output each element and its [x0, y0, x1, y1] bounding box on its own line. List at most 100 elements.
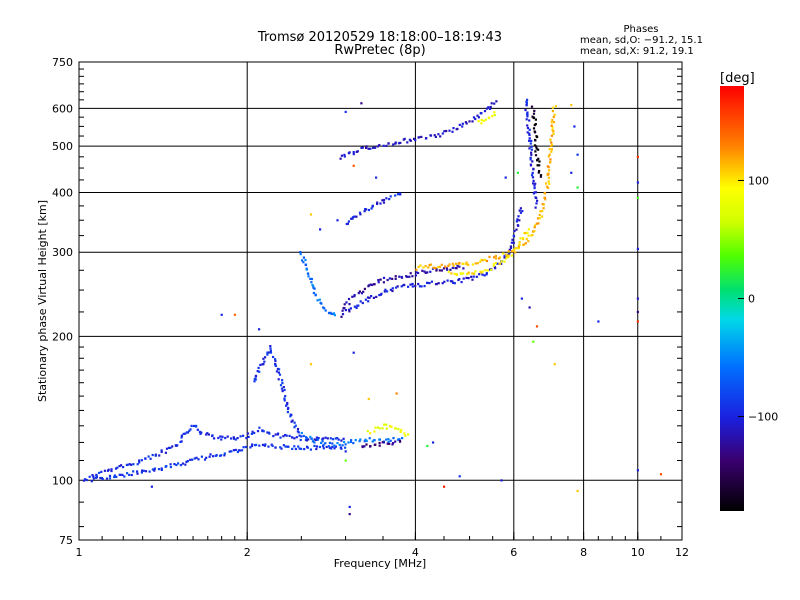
echo-point — [510, 241, 513, 244]
colorbar-tick-label: 100 — [748, 174, 769, 187]
echo-point — [302, 434, 305, 438]
echo-point — [384, 288, 387, 291]
echo-point — [432, 441, 435, 444]
echo-point — [300, 431, 303, 435]
echo-point — [351, 217, 354, 220]
echo-point — [330, 447, 333, 450]
echo-point — [257, 366, 260, 369]
echo-point — [385, 427, 388, 430]
echo-point — [322, 437, 325, 440]
echo-point — [538, 164, 541, 167]
echo-point — [254, 374, 258, 377]
echo-point — [348, 151, 351, 154]
echo-point — [118, 465, 121, 468]
echo-point — [88, 475, 91, 478]
echo-point — [524, 232, 527, 235]
echo-point — [277, 378, 280, 381]
echo-point — [534, 150, 537, 153]
echo-point — [298, 434, 301, 437]
echo-point — [363, 210, 366, 213]
echo-point — [286, 401, 289, 405]
echo-point — [100, 470, 103, 473]
echo-point — [373, 283, 376, 286]
echo-point — [484, 118, 487, 121]
echo-point — [263, 444, 266, 447]
echo-point — [239, 435, 242, 438]
echo-point — [373, 439, 376, 442]
echo-point — [392, 143, 395, 146]
echo-point — [382, 144, 385, 147]
echo-point — [550, 143, 554, 146]
echo-point — [398, 438, 401, 441]
echo-point — [191, 458, 194, 461]
echo-point — [177, 462, 180, 465]
echo-point — [242, 434, 245, 437]
echo-point — [314, 438, 318, 441]
echo-point — [526, 131, 529, 134]
echo-point — [378, 444, 381, 447]
echo-point — [526, 98, 529, 101]
echo-point — [535, 147, 538, 150]
echo-point — [449, 280, 452, 283]
echo-point — [548, 148, 551, 151]
echo-point — [282, 435, 285, 438]
echo-point — [203, 458, 207, 461]
echo-point — [147, 455, 150, 458]
echo-point — [179, 464, 182, 467]
echo-point — [395, 286, 398, 289]
echo-point — [537, 222, 540, 225]
echo-point — [289, 415, 292, 418]
echo-point — [495, 100, 498, 103]
echo-point — [484, 269, 487, 272]
echo-point — [471, 263, 475, 266]
echo-point — [400, 275, 403, 279]
echo-point — [388, 277, 391, 280]
echo-point — [297, 445, 300, 448]
echo-point — [250, 432, 253, 435]
echo-point — [424, 137, 428, 140]
echo-point — [435, 268, 438, 271]
echo-point — [479, 260, 482, 263]
echo-point — [254, 378, 257, 381]
echo-point — [310, 437, 313, 440]
echo-point — [169, 463, 172, 466]
echo-point — [391, 289, 394, 293]
echo-point — [165, 447, 169, 450]
echo-point — [531, 176, 535, 179]
echo-point — [518, 241, 521, 244]
echo-point — [333, 314, 336, 317]
echo-point — [336, 437, 339, 440]
echo-point — [365, 208, 368, 211]
echo-point — [291, 447, 294, 450]
echo-point — [519, 211, 522, 214]
echo-point — [150, 485, 153, 488]
echo-point — [531, 160, 534, 163]
echo-point — [374, 146, 377, 149]
echo-point — [110, 468, 113, 471]
echo-point — [385, 438, 388, 441]
echo-point — [189, 458, 192, 461]
echo-point — [496, 262, 499, 265]
echo-point — [378, 144, 381, 147]
echo-point — [549, 138, 552, 141]
echo-point — [219, 435, 222, 438]
echo-point — [509, 245, 512, 248]
echo-point — [224, 436, 227, 440]
echo-point — [303, 448, 306, 451]
echo-point — [659, 473, 663, 476]
echo-point — [550, 141, 553, 144]
echo-point — [206, 432, 209, 435]
echo-point — [396, 285, 399, 288]
x-tick-label: 1 — [76, 546, 83, 559]
echo-point — [452, 281, 455, 284]
echo-point — [361, 301, 364, 305]
echo-point — [461, 125, 464, 128]
echo-point — [508, 253, 511, 256]
echo-point — [305, 439, 308, 442]
echo-point — [284, 445, 287, 448]
echo-point — [318, 298, 321, 301]
y-tick-label: 100 — [52, 474, 73, 487]
echo-point — [536, 164, 539, 167]
phases-line-x: mean, sd,X: 91.2, 19.1 — [580, 46, 694, 57]
echo-point — [423, 270, 426, 273]
